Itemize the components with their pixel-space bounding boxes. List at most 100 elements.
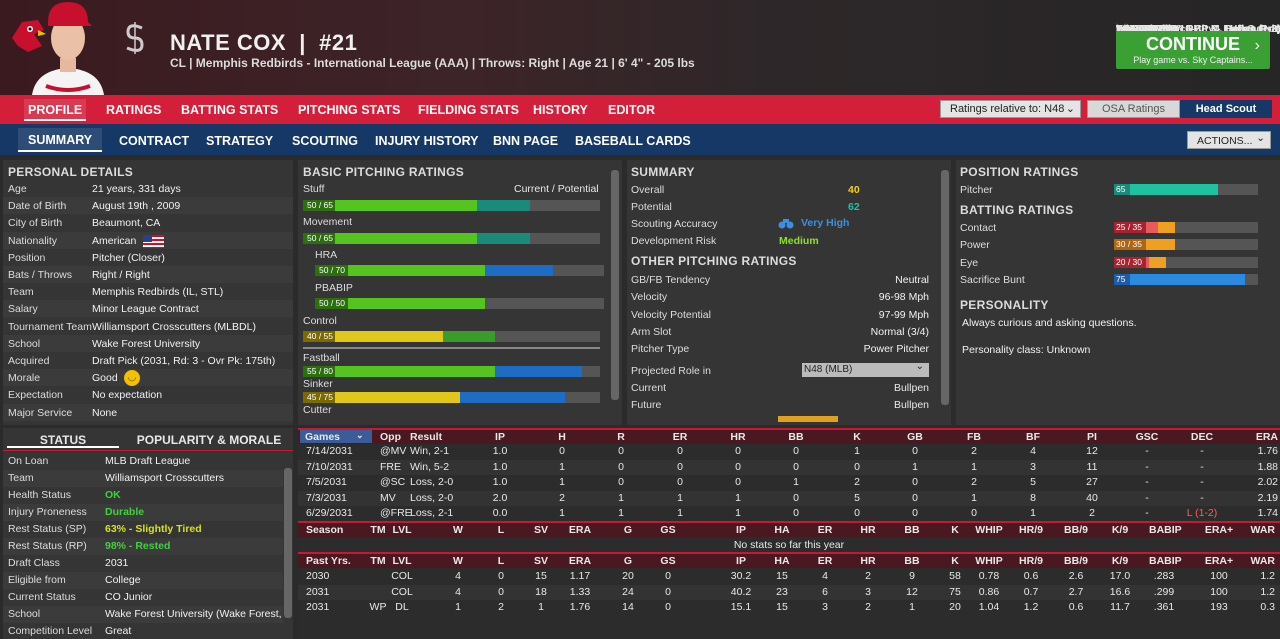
tab-injury-history[interactable]: INJURY HISTORY	[375, 134, 479, 148]
column-header[interactable]: GS	[660, 555, 676, 567]
game-row[interactable]: 7/14/2031 @MV Win, 2-1 1.0 0 0 0 0 0 1 0 2 4 12 - - 1.76	[298, 444, 1280, 460]
column-header[interactable]: ERA	[568, 555, 592, 567]
column-header[interactable]: HR	[860, 555, 876, 567]
ratings-relative-select[interactable]: Ratings relative to: N48 ⌄	[940, 100, 1081, 118]
tab-profile[interactable]: PROFILE	[24, 99, 87, 121]
column-header[interactable]: TM	[370, 555, 386, 567]
column-header[interactable]: K	[951, 555, 959, 567]
past-year-row[interactable]: 2031 COL 4 0 18 1.33 24 0 40.2 23 6 3 12 75 0.86 0.7 2.7…	[298, 584, 1280, 601]
column-header[interactable]: W	[453, 524, 463, 536]
scrollbar[interactable]	[284, 468, 292, 618]
column-header[interactable]: L	[497, 524, 505, 536]
column-header[interactable]: SV	[533, 524, 548, 536]
scrollbar[interactable]	[941, 170, 949, 405]
game-row[interactable]: 7/3/2031 MV Loss, 2-0 2.0 2 1 1 1 0 5 0 1 8 40- -2.19	[298, 490, 1280, 507]
column-header[interactable]: BB/9	[1064, 524, 1088, 536]
osa-ratings-button[interactable]: OSA Ratings	[1087, 100, 1180, 118]
column-header[interactable]: WHIP	[975, 555, 1003, 567]
past-year-row[interactable]: 2030 COL 4 0 15 1.17 20 0 30.2 15 4 2 9 58 0.78 0.6 2.6 1…	[298, 569, 1280, 585]
game-row[interactable]: 7/5/2031 @SC Loss, 2-0 1.0 1 0 0 0 1 2 0 2 5 27 - - 2.02	[298, 475, 1280, 491]
head-scout-button[interactable]: Head Scout	[1180, 100, 1272, 118]
column-header[interactable]: K/9	[1111, 524, 1129, 536]
column-header[interactable]: BB	[788, 431, 804, 443]
column-header[interactable]: GS	[660, 524, 676, 536]
column-header[interactable]: DEC	[1190, 431, 1214, 443]
column-header[interactable]: PI	[1087, 431, 1097, 443]
column-header[interactable]: WHIP	[975, 524, 1003, 536]
column-header[interactable]: Games	[305, 431, 341, 443]
column-header[interactable]: BB/9	[1064, 555, 1088, 567]
column-header[interactable]: BABIP	[1149, 555, 1182, 567]
scrollbar[interactable]	[611, 170, 619, 400]
column-header[interactable]: WAR	[1250, 524, 1276, 536]
column-header[interactable]: IP	[736, 555, 746, 567]
column-header[interactable]: BB	[904, 524, 920, 536]
game-row[interactable]: 6/29/2031 @FRE Loss, 2-1 0.0 1 1 1 1 0 0 0 0 1 2 - L (1…	[298, 506, 1280, 522]
column-header[interactable]: TM	[370, 524, 386, 536]
column-header[interactable]: ER	[817, 524, 833, 536]
tab-scouting[interactable]: SCOUTING	[292, 134, 358, 148]
column-header[interactable]: ERA+	[1204, 555, 1234, 567]
column-header[interactable]: H	[558, 431, 566, 443]
column-header[interactable]: BF	[1026, 431, 1040, 443]
column-header[interactable]: SV	[533, 555, 548, 567]
actions-dropdown[interactable]: ACTIONS... ⌄	[1187, 131, 1271, 149]
column-header[interactable]: WAR	[1250, 555, 1276, 567]
column-header[interactable]: LVL	[392, 555, 412, 567]
column-header[interactable]: IP	[495, 431, 505, 443]
tab-bnn-page[interactable]: BNN PAGE	[493, 134, 559, 148]
column-header[interactable]: Opp	[380, 431, 401, 443]
tab-pitching-stats[interactable]: PITCHING STATS	[298, 103, 401, 117]
projected-role-select[interactable]: N48 (MLB) ⌄	[802, 361, 929, 377]
column-header[interactable]: ERA	[568, 524, 592, 536]
player-number: #21	[319, 30, 358, 55]
column-header[interactable]: BB	[904, 555, 920, 567]
scroll-up-icon[interactable]: ︿	[1116, 23, 1127, 35]
column-header[interactable]: FB	[967, 431, 981, 443]
column-header[interactable]: GB	[907, 431, 923, 443]
column-header[interactable]: ER	[672, 431, 688, 443]
past-year-row[interactable]: 2031 WP DL 1 2 1 1.76 14 0 15.1 15 3 2 1 20 1.04 1.2 0.6 1…	[298, 600, 1280, 616]
column-header[interactable]: HR	[730, 431, 746, 443]
cell: 0	[912, 491, 918, 504]
tab-summary[interactable]: SUMMARY	[18, 128, 103, 152]
column-header[interactable]: Season	[306, 524, 344, 536]
tab-ratings[interactable]: RATINGS	[106, 103, 162, 117]
game-row[interactable]: 7/10/2031 FRE Win, 5-2 1.0 1 0 0 0 0 0 1 1 3 11- -1.88	[298, 459, 1280, 476]
tab-popularity-morale[interactable]: POPULARITY & MORALE	[136, 433, 282, 447]
tab-batting-stats[interactable]: BATTING STATS	[181, 103, 279, 117]
column-header[interactable]: BABIP	[1149, 524, 1182, 536]
column-header[interactable]: L	[497, 555, 505, 567]
column-header[interactable]: HR/9	[1019, 524, 1043, 536]
tab-contract[interactable]: CONTRACT	[119, 134, 190, 148]
cell: 7/3/2031	[306, 491, 347, 504]
column-header[interactable]: K/9	[1111, 555, 1129, 567]
tab-fielding-stats[interactable]: FIELDING STATS	[418, 103, 519, 117]
column-header[interactable]: Result	[410, 431, 443, 443]
column-header[interactable]: W	[453, 555, 463, 567]
column-header[interactable]: ERA	[1255, 431, 1278, 443]
column-header[interactable]: K	[951, 524, 959, 536]
column-header[interactable]: HA	[774, 524, 790, 536]
column-header[interactable]: HR	[860, 524, 876, 536]
column-header[interactable]: IP	[736, 524, 746, 536]
continue-button[interactable]: CONTINUE Play game vs. Sky Captains... ›	[1116, 31, 1270, 69]
column-header[interactable]: Past Yrs.	[306, 555, 351, 567]
column-header[interactable]: GSC	[1135, 431, 1159, 443]
tab-strategy[interactable]: STRATEGY	[206, 134, 274, 148]
cell: 1	[677, 491, 683, 504]
column-header[interactable]: HA	[774, 555, 790, 567]
column-header[interactable]: K	[853, 431, 861, 443]
column-header[interactable]: G	[623, 555, 633, 567]
tab-history[interactable]: HISTORY	[533, 103, 588, 117]
column-header[interactable]: ERA+	[1204, 524, 1234, 536]
tab-editor[interactable]: EDITOR	[608, 103, 655, 117]
column-header[interactable]: R	[617, 431, 625, 443]
column-header[interactable]: HR/9	[1019, 555, 1043, 567]
tab-status[interactable]: STATUS	[7, 430, 119, 448]
column-header[interactable]: ER	[817, 555, 833, 567]
column-header[interactable]: G	[623, 524, 633, 536]
column-header[interactable]: LVL	[392, 524, 412, 536]
scroll-down-icon[interactable]: ﹀	[1116, 23, 1127, 35]
tab-baseball-cards[interactable]: BASEBALL CARDS	[575, 134, 691, 148]
